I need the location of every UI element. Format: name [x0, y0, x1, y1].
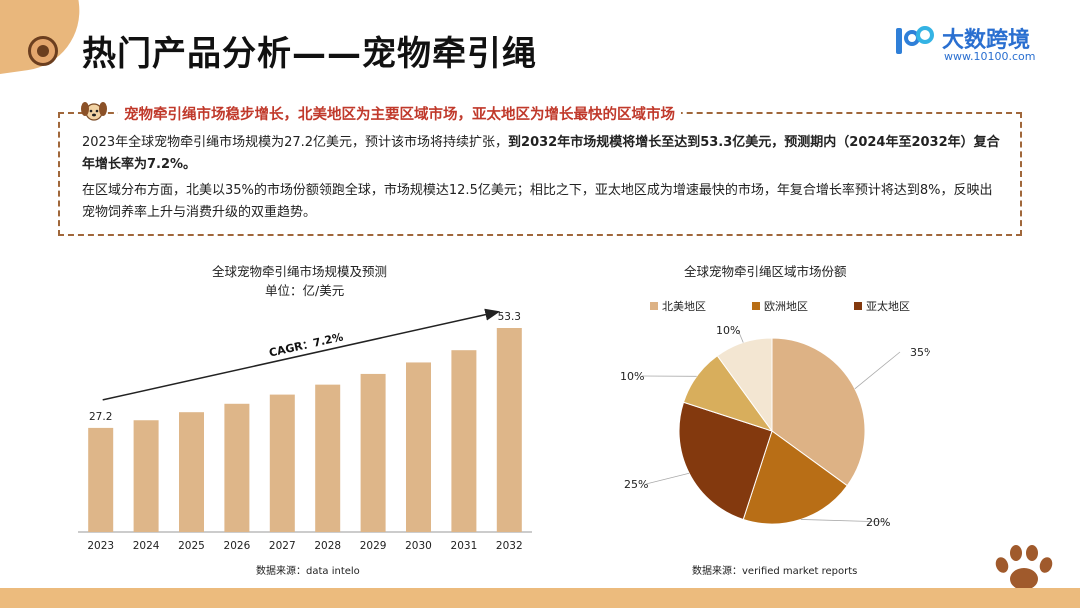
bar-2028	[315, 384, 341, 532]
bar-2031	[451, 350, 477, 532]
logo-name: 大数跨境	[942, 28, 1031, 53]
bar-chart-unit: 单位：亿/美元	[265, 283, 345, 298]
pie-chart: 北美地区 欧洲地区 亚太地区 35% 20% 25% 10% 10%	[620, 300, 930, 529]
leader-line	[737, 329, 744, 343]
data-label: 53.3	[498, 311, 521, 323]
logo-url: www.10100.com	[944, 50, 1036, 63]
x-tick-label: 2030	[405, 540, 432, 552]
leader-line	[800, 519, 889, 523]
pie-slice-2	[742, 430, 848, 525]
bar-2029	[360, 373, 386, 532]
bar-chart: 2023 27.2 2024 2025 2026 2027 2028 2029 2030 2031…	[78, 308, 532, 552]
summary-p1-bold: 到2032年市场规模将增长至达到53.3亿美元，预测期内（2024年至2032年…	[82, 135, 1000, 172]
x-tick-label: 2031	[451, 540, 478, 552]
x-tick-label: 2024	[133, 540, 160, 552]
pie-slice-3	[678, 401, 773, 521]
bar-2027	[269, 394, 295, 532]
bar-2026	[224, 403, 250, 532]
cagr-arrow	[102, 308, 501, 401]
leader-line	[645, 472, 690, 485]
legend-label: 欧洲地区	[764, 300, 808, 313]
logo-mark-icon	[894, 22, 938, 58]
legend-label: 北美地区	[662, 300, 706, 313]
bar-chart-title: 全球宠物牵引绳市场规模及预测	[212, 264, 388, 279]
summary-paragraph-2: 在区域分布方面，北美以35%的市场份额领跑全球，市场规模达12.5亿美元；相比之…	[82, 183, 993, 220]
legend-swatch	[650, 302, 658, 310]
pie-percent-label: 20%	[866, 516, 890, 529]
bar-2023	[88, 427, 114, 532]
dog-icon	[81, 102, 107, 121]
summary-headline: 宠物牵引绳市场稳步增长，北美地区为主要区域市场，亚太地区为增长最快的区域市场	[118, 103, 681, 124]
summary-paragraph-1: 2023年全球宠物牵引绳市场规模为27.2亿美元，预计该市场将持续扩张，到203…	[82, 132, 1002, 176]
x-tick-label: 2023	[87, 540, 114, 552]
legend-label: 亚太地区	[866, 300, 910, 313]
paw-icon	[995, 545, 1053, 590]
leader-line	[854, 351, 901, 390]
bar-2030	[406, 362, 431, 532]
legend-swatch	[854, 302, 862, 310]
bottom-decoration-bar	[0, 588, 1080, 608]
x-tick-label: 2027	[269, 540, 296, 552]
pie-slice-5	[716, 337, 773, 433]
pie-chart-source: 数据来源：verified market reports	[692, 566, 858, 577]
page-title: 热门产品分析——宠物牵引绳	[82, 34, 537, 74]
pie-percent-label: 25%	[624, 478, 648, 491]
data-label: 27.2	[89, 411, 112, 423]
x-tick-label: 2032	[496, 540, 523, 552]
title-bullet-icon	[28, 36, 58, 66]
pie-percent-label: 35%	[910, 346, 930, 359]
pie-chart-title: 全球宠物牵引绳区域市场份额	[684, 264, 847, 279]
x-tick-label: 2028	[314, 540, 341, 552]
bar-2025	[179, 412, 204, 532]
bar-chart-source: 数据来源：data intelo	[256, 566, 360, 577]
brand-logo[interactable]: 大数跨境 www.10100.com	[894, 20, 1054, 68]
x-tick-label: 2029	[360, 540, 387, 552]
bar-2024	[133, 420, 159, 532]
pie-percent-label: 10%	[620, 370, 644, 383]
pie-percent-label: 10%	[716, 324, 740, 337]
x-tick-label: 2025	[178, 540, 205, 552]
x-tick-label: 2026	[224, 540, 251, 552]
bar-2032	[496, 328, 522, 532]
legend-swatch	[752, 302, 760, 310]
summary-p1-text: 2023年全球宠物牵引绳市场规模为27.2亿美元，预计该市场将持续扩张，	[82, 135, 509, 150]
